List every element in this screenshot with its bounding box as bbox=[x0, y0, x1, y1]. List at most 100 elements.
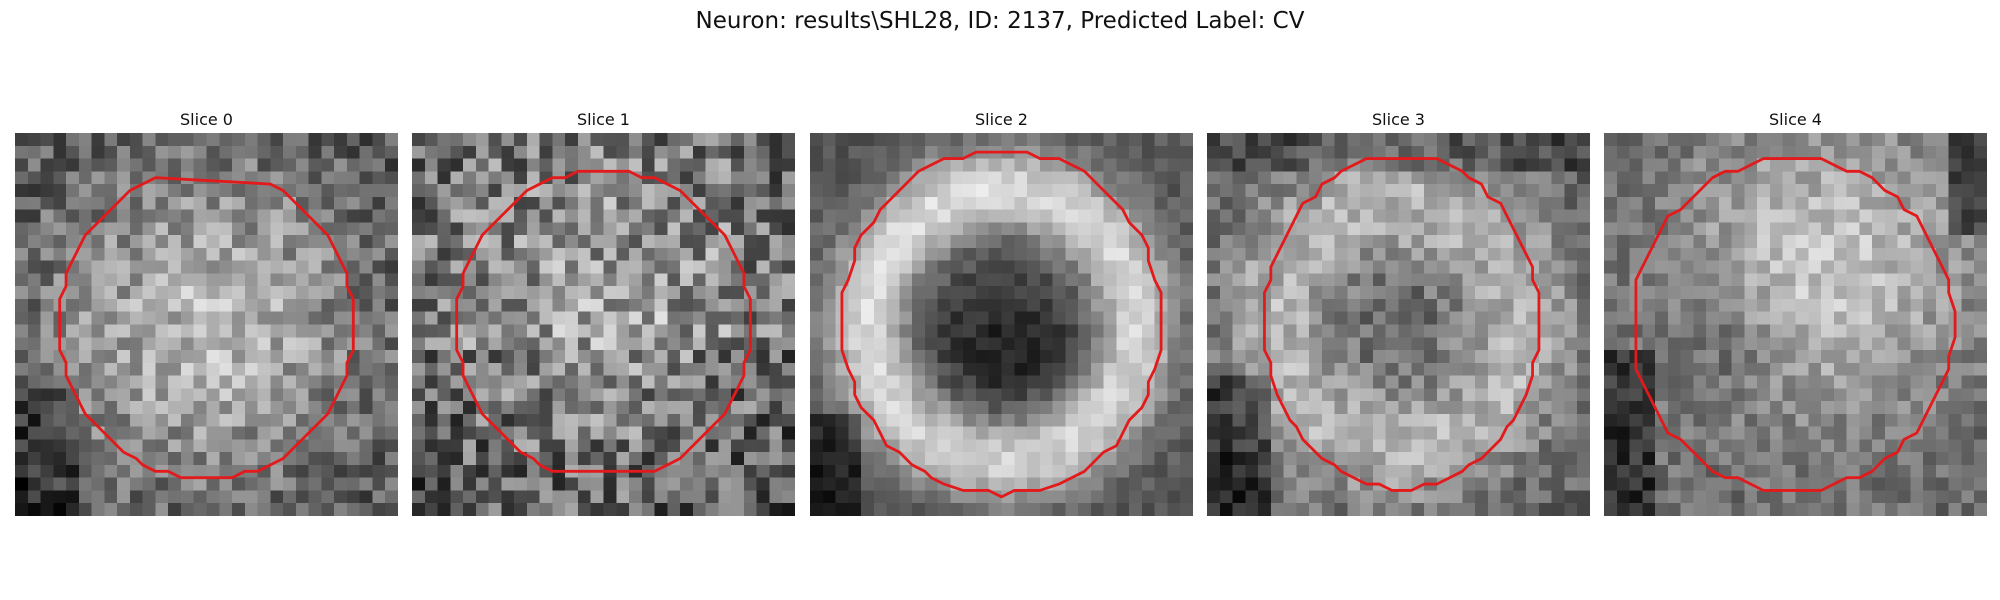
pixel bbox=[769, 196, 783, 210]
pixel bbox=[1693, 401, 1707, 415]
pixel bbox=[680, 388, 694, 402]
pixel bbox=[193, 401, 207, 415]
pixel bbox=[66, 171, 80, 185]
pixel bbox=[1078, 413, 1092, 427]
pixel bbox=[1910, 337, 1924, 351]
pixel bbox=[1731, 133, 1745, 147]
pixel bbox=[232, 413, 246, 427]
pixel bbox=[1411, 413, 1425, 427]
pixel bbox=[680, 413, 694, 427]
pixel bbox=[743, 426, 757, 440]
pixel bbox=[680, 247, 694, 261]
pixel bbox=[1360, 158, 1374, 172]
pixel bbox=[1974, 133, 1987, 147]
pixel bbox=[1693, 477, 1707, 491]
pixel bbox=[53, 273, 67, 287]
pixel bbox=[1769, 260, 1783, 274]
pixel bbox=[705, 286, 719, 300]
pixel bbox=[848, 286, 862, 300]
pixel bbox=[1436, 490, 1450, 504]
pixel bbox=[1744, 388, 1758, 402]
pixel bbox=[1884, 324, 1898, 338]
pixel bbox=[437, 298, 451, 312]
pixel bbox=[15, 171, 29, 185]
pixel bbox=[321, 171, 335, 185]
pixel bbox=[244, 247, 258, 261]
pixel bbox=[1526, 222, 1540, 236]
pixel bbox=[1129, 158, 1143, 172]
pixel bbox=[629, 350, 643, 364]
pixel bbox=[1232, 362, 1246, 376]
pixel bbox=[412, 324, 426, 338]
pixel bbox=[1769, 375, 1783, 389]
pixel bbox=[1424, 490, 1438, 504]
pixel bbox=[1564, 260, 1578, 274]
pixel bbox=[641, 196, 655, 210]
pixel bbox=[117, 260, 131, 274]
pixel bbox=[1706, 362, 1720, 376]
pixel bbox=[1154, 388, 1168, 402]
pixel bbox=[616, 426, 630, 440]
pixel bbox=[667, 171, 681, 185]
pixel bbox=[848, 426, 862, 440]
pixel bbox=[950, 452, 964, 466]
pixel bbox=[692, 324, 706, 338]
pixel bbox=[1961, 133, 1975, 147]
pixel bbox=[975, 209, 989, 223]
pixel bbox=[1604, 235, 1618, 249]
pixel bbox=[603, 235, 617, 249]
pixel bbox=[705, 401, 719, 415]
pixel bbox=[1731, 452, 1745, 466]
pixel bbox=[91, 286, 105, 300]
pixel bbox=[257, 503, 271, 516]
pixel bbox=[1616, 503, 1630, 516]
pixel bbox=[539, 337, 553, 351]
pixel bbox=[924, 426, 938, 440]
pixel bbox=[1398, 196, 1412, 210]
pixel bbox=[27, 413, 41, 427]
pixel bbox=[1424, 324, 1438, 338]
pixel bbox=[1385, 439, 1399, 453]
pixel bbox=[539, 362, 553, 376]
pixel bbox=[782, 401, 795, 415]
pixel bbox=[835, 401, 849, 415]
pixel bbox=[1564, 286, 1578, 300]
pixel bbox=[950, 464, 964, 478]
pixel bbox=[835, 247, 849, 261]
pixel bbox=[1859, 260, 1873, 274]
pixel bbox=[590, 426, 604, 440]
pixel bbox=[334, 350, 348, 364]
pixel bbox=[437, 337, 451, 351]
pixel bbox=[1270, 273, 1284, 287]
pixel bbox=[1693, 196, 1707, 210]
pixel bbox=[1680, 171, 1694, 185]
pixel bbox=[835, 260, 849, 274]
pixel bbox=[1910, 503, 1924, 516]
pixel bbox=[1347, 235, 1361, 249]
pixel bbox=[1309, 273, 1323, 287]
pixel bbox=[1577, 133, 1590, 147]
pixel bbox=[1103, 145, 1117, 159]
pixel bbox=[372, 464, 386, 478]
pixel bbox=[1731, 145, 1745, 159]
pixel bbox=[667, 222, 681, 236]
pixel bbox=[1180, 184, 1193, 198]
pixel bbox=[514, 490, 528, 504]
pixel bbox=[385, 464, 398, 478]
pixel bbox=[1551, 375, 1565, 389]
pixel bbox=[1744, 337, 1758, 351]
pixel bbox=[912, 311, 926, 325]
pixel bbox=[308, 452, 322, 466]
pixel bbox=[810, 298, 824, 312]
pixel bbox=[1744, 133, 1758, 147]
pixel bbox=[963, 311, 977, 325]
pixel bbox=[27, 401, 41, 415]
pixel bbox=[1283, 184, 1297, 198]
pixel bbox=[1731, 184, 1745, 198]
pixel bbox=[1296, 503, 1310, 516]
pixel bbox=[244, 426, 258, 440]
pixel bbox=[886, 171, 900, 185]
pixel bbox=[1207, 490, 1221, 504]
pixel bbox=[526, 490, 540, 504]
pixel bbox=[450, 209, 464, 223]
